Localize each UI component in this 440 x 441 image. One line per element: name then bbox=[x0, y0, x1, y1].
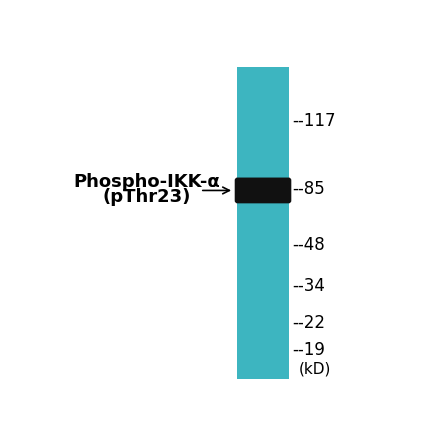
Text: Phospho-IKK-α: Phospho-IKK-α bbox=[73, 173, 220, 191]
Text: --48: --48 bbox=[292, 236, 325, 254]
Text: --117: --117 bbox=[292, 112, 335, 130]
Text: (kD): (kD) bbox=[299, 362, 331, 377]
Text: --22: --22 bbox=[292, 314, 325, 332]
Text: --85: --85 bbox=[292, 180, 325, 198]
FancyBboxPatch shape bbox=[235, 178, 291, 203]
Bar bbox=[238, 67, 289, 379]
Text: (pThr23): (pThr23) bbox=[103, 188, 191, 206]
Text: --19: --19 bbox=[292, 341, 325, 359]
Text: --34: --34 bbox=[292, 277, 325, 295]
